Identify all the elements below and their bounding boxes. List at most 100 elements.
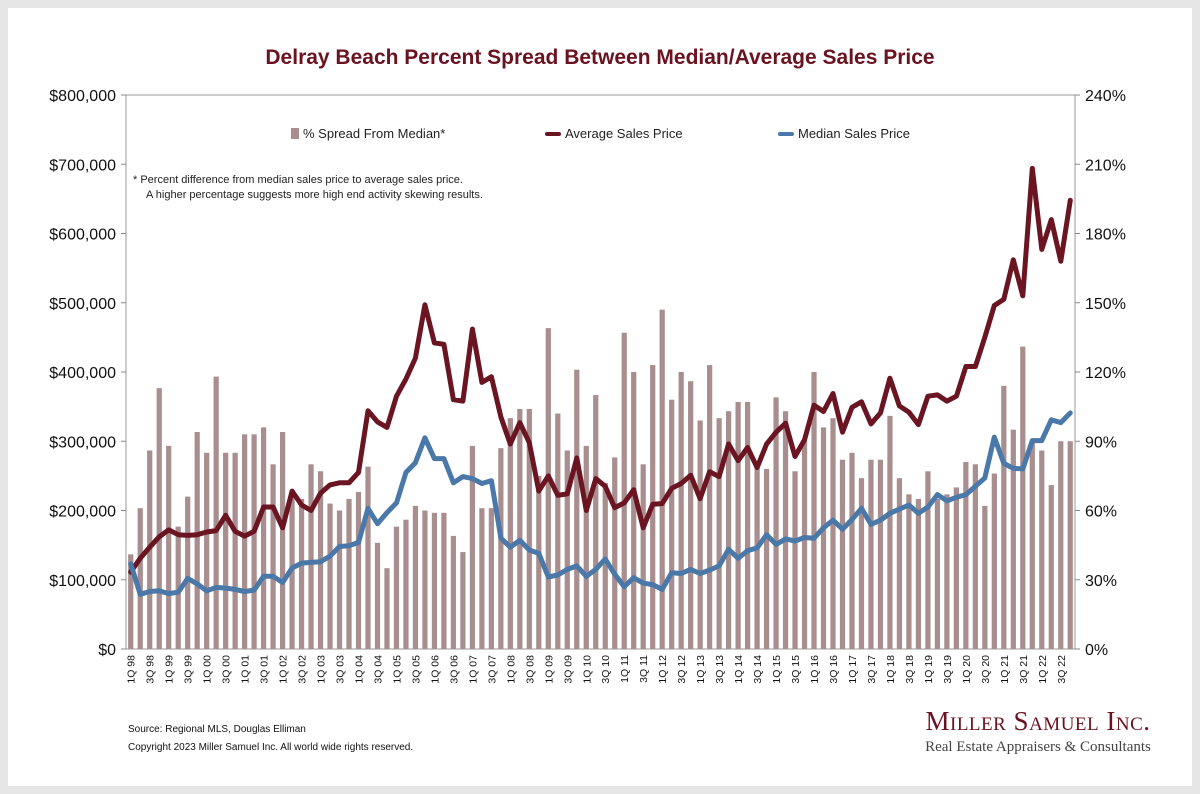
- x-axis-tick-label: 3Q 19: [942, 655, 954, 684]
- legend-label-median: Median Sales Price: [798, 126, 910, 141]
- legend-label-average: Average Sales Price: [565, 126, 683, 141]
- x-axis-tick-label: 1Q 99: [164, 655, 176, 684]
- bar-spread: [384, 568, 390, 649]
- x-axis-tick-label: 3Q 16: [828, 655, 840, 684]
- x-axis-tick-label: 1Q 06: [429, 655, 441, 684]
- bar-spread: [1001, 385, 1007, 649]
- bar-spread: [346, 498, 352, 649]
- bar-spread: [669, 399, 675, 649]
- bar-spread: [1058, 441, 1064, 649]
- bar-spread: [488, 508, 494, 649]
- x-axis-tick-label: 1Q 21: [999, 655, 1011, 684]
- legend-item-median: Median Sales Price: [778, 126, 910, 141]
- bar-spread: [877, 459, 884, 649]
- bar-spread: [887, 415, 893, 649]
- bar-spread: [574, 369, 580, 649]
- x-axis-tick-label: 3Q 99: [183, 655, 195, 684]
- bar-spread: [716, 418, 722, 649]
- x-axis-tick-label: 3Q 03: [335, 655, 347, 684]
- bar-spread: [469, 445, 475, 649]
- bar-spread: [1039, 450, 1045, 649]
- bar-spread: [602, 482, 608, 649]
- legend: % Spread From Median* Average Sales Pric…: [8, 126, 1192, 148]
- x-axis-tick-label: 3Q 00: [221, 655, 233, 684]
- bar-spread: [1010, 429, 1016, 649]
- x-axis-tick-label: 3Q 17: [866, 655, 878, 684]
- bar-spread: [517, 408, 523, 649]
- footnote: * Percent difference from median sales p…: [133, 173, 483, 203]
- x-axis-tick-label: 3Q 12: [676, 655, 688, 684]
- bar-spread: [270, 464, 276, 649]
- left-axis-tick-label: $200,000: [49, 504, 116, 521]
- bar-spread: [839, 459, 846, 649]
- legend-label-spread: % Spread From Median*: [303, 126, 446, 141]
- bar-spread: [479, 508, 485, 649]
- bar-spread: [631, 372, 637, 649]
- x-axis-tick-label: 3Q 08: [524, 655, 536, 684]
- bar-spread: [441, 512, 447, 649]
- x-axis-tick-label: 1Q 19: [923, 655, 935, 684]
- footnote-line-2: A higher percentage suggests more high e…: [146, 189, 483, 201]
- bar-spread: [355, 492, 362, 649]
- bar-spread: [498, 448, 504, 649]
- right-axis-tick-label: 150%: [1085, 296, 1126, 313]
- bar-spread: [1048, 485, 1054, 649]
- bar-spread: [194, 432, 200, 649]
- x-axis-tick-label: 1Q 07: [467, 655, 479, 684]
- x-axis-tick-label: 1Q 08: [505, 655, 517, 684]
- x-axis-tick-label: 3Q 98: [145, 655, 157, 684]
- bar-spread: [545, 328, 551, 649]
- bar-spread: [232, 452, 238, 649]
- x-axis-tick-label: 1Q 12: [657, 655, 669, 684]
- bar-spread: [450, 535, 457, 649]
- bar-spread: [744, 402, 751, 649]
- bar-spread: [555, 413, 561, 649]
- footnote-line-1: * Percent difference from median sales p…: [133, 174, 463, 186]
- bar-spread: [621, 332, 627, 649]
- bar-spread: [251, 434, 257, 649]
- bar-spread: [868, 459, 874, 649]
- bar-spread: [279, 432, 286, 649]
- bar-spread: [925, 471, 931, 649]
- x-axis-tick-label: 3Q 02: [297, 655, 309, 684]
- brand-logo: Miller Samuel Inc. Real Estate Appraiser…: [913, 706, 1163, 756]
- x-axis-tick-label: 1Q 13: [695, 655, 707, 684]
- x-axis-tick-label: 1Q 10: [581, 655, 593, 684]
- right-axis-tick-label: 90%: [1085, 434, 1117, 451]
- legend-swatch-median: [778, 131, 794, 136]
- bar-spread: [944, 494, 950, 649]
- bar-spread: [906, 494, 912, 649]
- bar-spread: [820, 427, 827, 649]
- bar-spread: [801, 441, 808, 649]
- right-axis-tick-label: 120%: [1085, 365, 1126, 382]
- legend-item-spread: % Spread From Median*: [291, 126, 445, 141]
- bar-spread: [612, 457, 618, 649]
- right-axis-tick-label: 60%: [1085, 504, 1117, 521]
- line-average-sales-price: [128, 165, 1073, 575]
- x-axis-tick-label: 3Q 01: [259, 655, 271, 684]
- bar-spread: [707, 365, 713, 649]
- left-axis-tick-label: $600,000: [49, 227, 116, 244]
- bar-spread: [185, 496, 191, 649]
- bar-spread: [583, 445, 589, 649]
- bar-spread: [593, 395, 599, 649]
- bar-spread: [536, 475, 542, 649]
- right-axis-tick-label: 240%: [1085, 88, 1126, 105]
- x-axis-tick-label: 1Q 15: [771, 655, 783, 684]
- left-axis-tick-label: $300,000: [49, 434, 116, 451]
- bar-spread: [982, 505, 988, 649]
- x-axis-tick-label: 3Q 11: [638, 655, 650, 683]
- x-axis-tick-label: 3Q 09: [562, 655, 574, 684]
- right-axis-tick-label: 180%: [1085, 227, 1126, 244]
- bar-spread: [953, 487, 959, 649]
- x-axis-tick-label: 3Q 07: [486, 655, 498, 684]
- bar-spread: [374, 542, 381, 649]
- x-axis-tick-label: 3Q 21: [1018, 655, 1030, 684]
- x-axis-tick-label: 3Q 04: [372, 655, 384, 684]
- bar-spread: [1029, 441, 1035, 649]
- bar-spread: [1020, 346, 1026, 649]
- bar-spread: [811, 372, 817, 649]
- x-axis-tick-label: 1Q 20: [961, 655, 973, 684]
- bar-spread: [422, 510, 428, 649]
- x-axis-tick-label: 1Q 00: [202, 655, 214, 684]
